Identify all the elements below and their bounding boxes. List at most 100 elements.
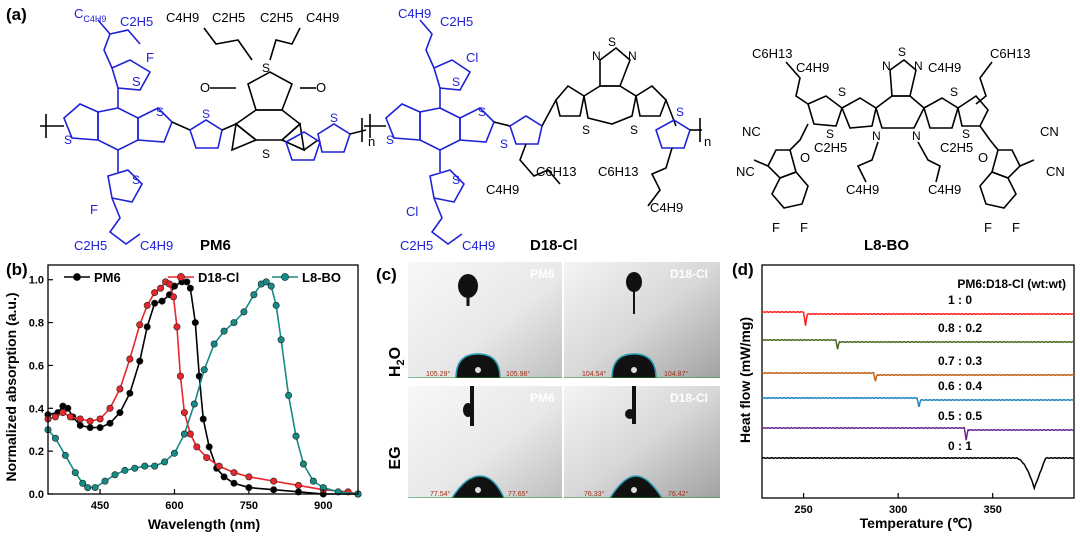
data-point	[299, 460, 307, 468]
data-point	[309, 477, 317, 485]
svg-text:Cl: Cl	[466, 50, 478, 65]
data-point	[151, 299, 159, 307]
svg-text:76.42°: 76.42°	[668, 490, 689, 498]
pm6-upper-side-chain: CC4H9 C2H5 F S	[74, 6, 154, 108]
data-point	[173, 323, 181, 331]
svg-text:N: N	[882, 59, 891, 73]
svg-text:PM6: PM6	[530, 391, 555, 405]
dsc-trace-5: 0 : 1	[761, 439, 1075, 491]
data-point	[151, 289, 159, 297]
svg-text:76.33°: 76.33°	[584, 490, 605, 498]
data-point	[191, 319, 199, 327]
svg-text:77.65°: 77.65°	[508, 490, 529, 498]
trace-line	[761, 338, 1075, 350]
data-point	[245, 473, 253, 481]
panel-c: (c) H2O EG PM6 105.29° 105.98°	[370, 262, 730, 537]
data-point	[262, 278, 270, 286]
data-point	[193, 443, 201, 451]
d18-upper-side-chain: C4H9 C2H5 Cl S	[398, 6, 478, 108]
svg-text:C2H5: C2H5	[212, 10, 245, 25]
data-point	[294, 481, 302, 489]
series-line	[47, 280, 359, 495]
data-point	[220, 473, 228, 481]
data-point	[210, 340, 218, 348]
panel-a: (a) CC4H9 C2H5 F S S S S	[6, 5, 1065, 254]
data-point	[230, 469, 238, 477]
pm6-name: PM6	[200, 237, 231, 254]
svg-text:C4H9: C4H9	[398, 6, 431, 21]
y-tick-label: 0.4	[29, 403, 45, 415]
svg-text:C2H5: C2H5	[260, 10, 293, 25]
trace-line	[761, 426, 1075, 441]
x-tick-label: 600	[165, 500, 183, 512]
data-point	[51, 434, 59, 442]
svg-text:105.29°: 105.29°	[426, 370, 450, 378]
svg-text:C4H9: C4H9	[306, 10, 339, 25]
svg-text:C2H5: C2H5	[120, 14, 153, 29]
svg-text:C4H9: C4H9	[486, 182, 519, 197]
data-point	[199, 415, 207, 423]
dsc-title: PM6:D18-Cl (wt:wt)	[957, 277, 1066, 291]
svg-text:C4H9: C4H9	[846, 182, 879, 197]
svg-text:O: O	[978, 150, 988, 165]
panel-a-label: (a)	[6, 5, 27, 24]
svg-text:S: S	[962, 127, 970, 141]
svg-text:S: S	[386, 133, 394, 147]
x-tick-label: 900	[314, 500, 332, 512]
svg-text:S: S	[262, 147, 270, 161]
svg-text:C2H5: C2H5	[940, 140, 973, 155]
dsc-trace-1: 0.8 : 0.2	[761, 321, 1075, 350]
svg-text:D18-Cl: D18-Cl	[670, 391, 708, 405]
data-point	[186, 430, 194, 438]
svg-text:N: N	[912, 129, 921, 143]
svg-text:C6H13: C6H13	[598, 164, 638, 179]
svg-text:S: S	[202, 107, 210, 121]
trace-line	[761, 456, 1075, 491]
svg-text:S: S	[898, 45, 906, 59]
data-point	[131, 464, 139, 472]
svg-text:C6H13: C6H13	[752, 46, 792, 61]
panel-b-label: (b)	[6, 260, 28, 279]
data-point	[220, 327, 228, 335]
data-point	[240, 308, 248, 316]
data-point	[86, 424, 94, 432]
svg-text:S: S	[500, 137, 508, 151]
data-point	[190, 400, 198, 408]
data-point	[186, 284, 194, 292]
data-point	[76, 421, 84, 429]
data-point	[230, 479, 238, 487]
data-point	[267, 282, 275, 290]
data-point	[157, 284, 165, 292]
svg-text:S: S	[630, 123, 638, 137]
data-point	[292, 432, 300, 440]
svg-text:CC4H9: CC4H9	[74, 6, 106, 24]
l8-bo-structure: C6H13 C4H9 C4H9 C6H13 N N S S S S S N N …	[736, 45, 1065, 254]
svg-text:77.54°: 77.54°	[430, 490, 451, 498]
svg-text:F: F	[800, 220, 808, 235]
svg-text:N: N	[628, 49, 637, 63]
svg-text:n: n	[704, 134, 711, 149]
x-tick-label: 300	[889, 504, 907, 516]
legend-marker	[281, 273, 289, 281]
d18-cl-structure: C4H9 C2H5 Cl S S S S Cl C2H5 C4H9	[364, 6, 711, 254]
dsc-trace-0: 1 : 0	[761, 293, 1075, 326]
data-point	[170, 449, 178, 457]
d18-cl-name: D18-Cl	[530, 237, 578, 254]
data-point	[141, 462, 149, 470]
data-point	[215, 462, 223, 470]
absorption-plot-frame	[47, 264, 359, 495]
y-tick-label: 1.0	[29, 275, 44, 287]
data-point	[66, 413, 74, 421]
data-point	[51, 413, 59, 421]
contact-angle-figure: (c) H2O EG PM6 105.29° 105.98°	[376, 262, 720, 502]
data-point	[116, 409, 124, 417]
svg-text:C4H9: C4H9	[928, 182, 961, 197]
pm6-backbone: S S O O S C4H9 C2H5 C2H5 C4H9 S n	[166, 10, 375, 161]
data-point	[250, 291, 258, 299]
legend-label: D18-Cl	[198, 270, 239, 285]
data-point	[143, 301, 151, 309]
svg-text:S: S	[608, 35, 616, 49]
x-tick-label: 750	[240, 500, 258, 512]
data-point	[161, 458, 169, 466]
data-point	[270, 477, 278, 485]
